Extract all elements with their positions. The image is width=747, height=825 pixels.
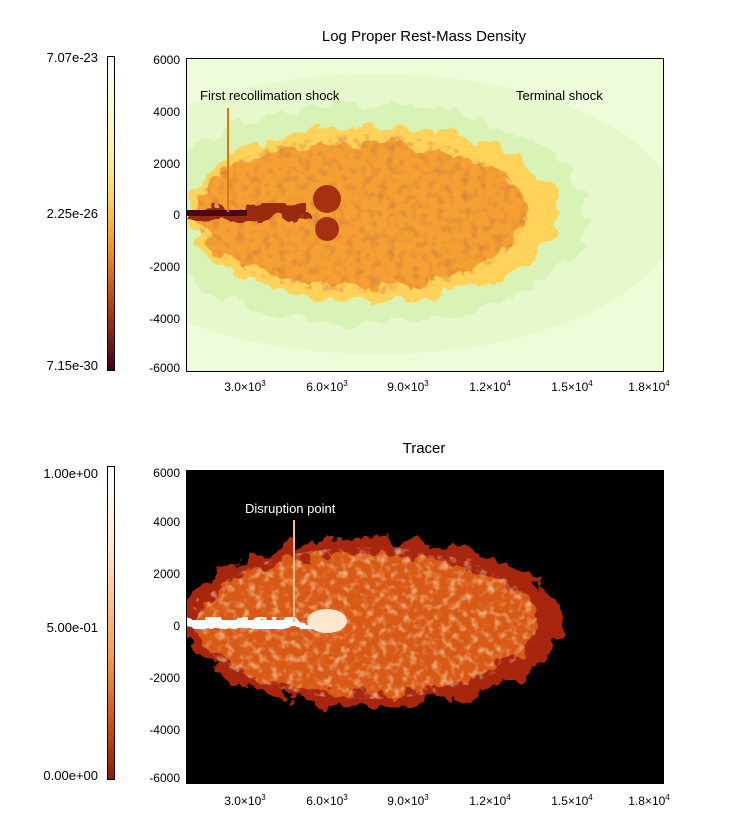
disruption-point-label: Disruption point xyxy=(245,501,336,516)
tracer-colorbar-min: 0.00e+00 xyxy=(43,768,98,783)
tracer-xtick: 1.8×104 xyxy=(628,793,670,809)
density-colorbar-min: 7.15e-30 xyxy=(46,358,98,373)
tracer-plot-area xyxy=(186,470,664,784)
density-ytick: -2000 xyxy=(149,260,180,274)
tracer-ytick: -4000 xyxy=(149,723,180,737)
tracer-title: Tracer xyxy=(402,440,446,457)
density-ytick: 0 xyxy=(173,208,180,222)
tracer-xtick: 1.2×104 xyxy=(469,793,511,809)
tracer-colorbar xyxy=(107,466,115,780)
tracer-colorbar-mid: 5.00e-01 xyxy=(46,620,98,635)
density-colorbar-max: 7.07e-23 xyxy=(46,50,98,65)
tracer-xtick: 3.0×103 xyxy=(224,793,266,809)
tracer-ytick: 6000 xyxy=(153,466,180,480)
terminal-shock-label: Terminal shock xyxy=(516,88,603,103)
density-colorbar xyxy=(107,56,115,371)
tracer-ytick: 0 xyxy=(173,619,180,633)
density-ytick: -6000 xyxy=(149,361,180,375)
tracer-ytick: 4000 xyxy=(153,515,180,529)
tracer-xtick: 9.0×103 xyxy=(387,793,429,809)
density-xtick: 9.0×103 xyxy=(387,379,429,395)
tracer-ytick: 2000 xyxy=(153,567,180,581)
first-recollimation-label: First recollimation shock xyxy=(200,88,340,103)
density-plot-area xyxy=(186,58,664,372)
density-colorbar-mid: 2.25e-26 xyxy=(46,206,98,221)
tracer-colorbar-max: 1.00e+00 xyxy=(43,466,98,481)
density-xtick: 3.0×103 xyxy=(224,379,266,395)
tracer-xtick: 1.5×104 xyxy=(551,793,593,809)
disruption-point-marker xyxy=(293,520,295,622)
tracer-xtick: 6.0×103 xyxy=(306,793,348,809)
density-ytick: 6000 xyxy=(153,53,180,67)
density-xtick: 1.5×104 xyxy=(551,379,593,395)
density-xtick: 1.2×104 xyxy=(469,379,511,395)
tracer-ytick: -6000 xyxy=(149,771,180,785)
density-ytick: 2000 xyxy=(153,157,180,171)
density-ytick: -4000 xyxy=(149,312,180,326)
first-recollimation-marker xyxy=(227,108,229,212)
density-ytick: 4000 xyxy=(153,105,180,119)
tracer-ytick: -2000 xyxy=(149,671,180,685)
density-title: Log Proper Rest-Mass Density xyxy=(321,28,527,45)
density-xtick: 1.8×104 xyxy=(628,379,670,395)
density-xtick: 6.0×103 xyxy=(306,379,348,395)
